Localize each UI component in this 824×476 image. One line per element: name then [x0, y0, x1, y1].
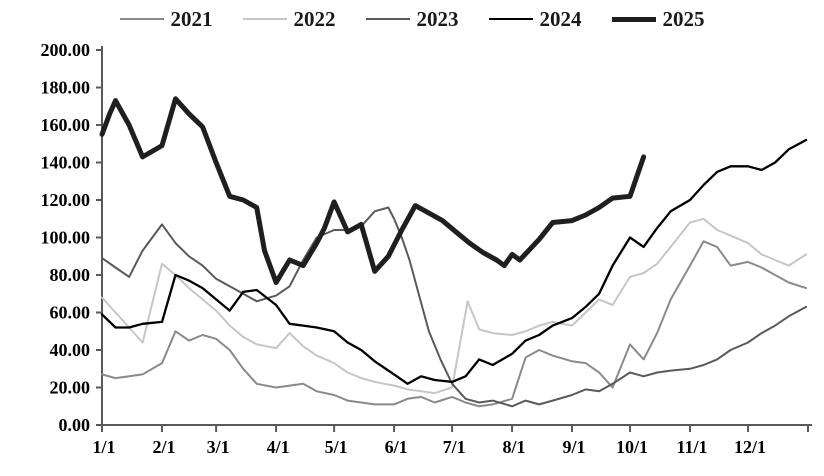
y-tick-label: 200.00: [41, 40, 91, 60]
legend-label: 2024: [539, 6, 582, 31]
series-2023-line: [101, 206, 808, 408]
x-tick-label: 8/1: [503, 437, 526, 457]
y-tick-label: 120.00: [41, 190, 91, 210]
legend-item-2022: 2022: [242, 6, 336, 31]
x-tick-label: 6/1: [385, 437, 408, 457]
series-2025-line: [99, 96, 647, 285]
legend-item-2021: 2021: [119, 6, 213, 31]
legend-label: 2021: [170, 6, 213, 31]
y-tick-label: 80.00: [50, 265, 91, 285]
x-tick-label: 1/1: [92, 437, 115, 457]
x-tick-label: 7/1: [443, 437, 466, 457]
y-tick-label: 0.00: [59, 415, 91, 435]
x-tick-label: 3/1: [207, 437, 230, 457]
legend-line-swatch: [365, 18, 410, 20]
x-tick-label: 4/1: [267, 437, 290, 457]
y-tick-label: 40.00: [50, 340, 91, 360]
series-2021-line: [101, 240, 808, 408]
y-tick-label: 100.00: [41, 228, 91, 248]
x-tick-label: 2/1: [152, 437, 175, 457]
legend-item-2025: 2025: [611, 6, 705, 31]
y-tick-label: 20.00: [50, 378, 91, 398]
legend-line-swatch: [119, 18, 164, 20]
y-tick-label: 60.00: [50, 303, 91, 323]
legend-line-swatch: [488, 18, 533, 20]
legend-item-2024: 2024: [488, 6, 582, 31]
y-tick-label: 140.00: [41, 153, 91, 173]
x-tick-label: 5/1: [325, 437, 348, 457]
legend-line-swatch: [611, 16, 656, 22]
legend-item-2023: 2023: [365, 6, 459, 31]
y-tick-label: 180.00: [41, 78, 91, 98]
legend-label: 2025: [662, 6, 705, 31]
series-2024-line: [100, 138, 808, 385]
legend-line-swatch: [242, 18, 287, 20]
series-2022-line: [101, 217, 808, 395]
x-tick-label: 11/1: [677, 437, 708, 457]
y-tick-label: 160.00: [41, 115, 91, 135]
x-tick-label: 10/1: [616, 437, 648, 457]
legend-label: 2023: [416, 6, 459, 31]
x-tick-label: 12/1: [734, 437, 766, 457]
chart-legend: 2021 2022 2023 2024 2025: [0, 2, 824, 36]
x-tick-label: 9/1: [563, 437, 586, 457]
legend-label: 2022: [293, 6, 336, 31]
